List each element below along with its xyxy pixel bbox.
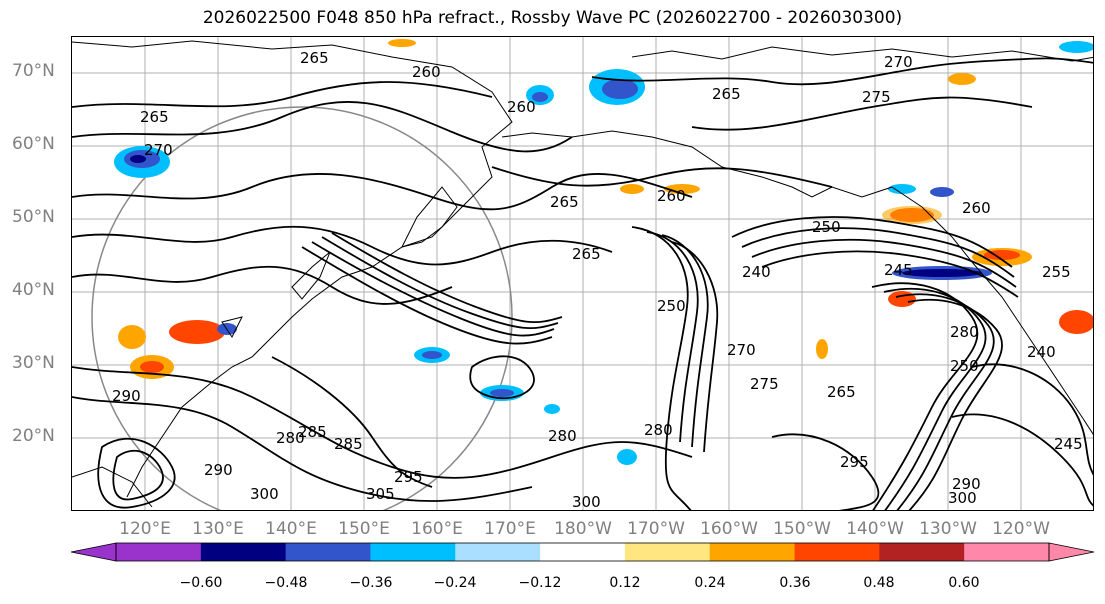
contour-label: 280 (276, 429, 305, 447)
colorbar-tick-label: −0.48 (264, 575, 308, 591)
lon-label-150e: 150°E (338, 519, 390, 539)
contour-label: 245 (1054, 435, 1083, 453)
lat-label-70n: 70°N (12, 61, 55, 81)
lon-label-170e: 170°E (484, 519, 536, 539)
contour-label: 265 (300, 49, 329, 67)
contour-label: 275 (750, 375, 779, 393)
contour-label: 270 (884, 53, 913, 71)
contour-label: 265 (140, 108, 169, 126)
colorbar-tick-label: 0.36 (779, 575, 811, 591)
colorbar-tick-label: −0.36 (349, 575, 393, 591)
colorbar-segment (964, 543, 1050, 561)
colorbar (70, 542, 1095, 562)
contour-label: 250 (950, 357, 979, 375)
contour-label: 245 (884, 261, 913, 279)
lat-label-40n: 40°N (12, 280, 55, 300)
colorbar-segment (200, 543, 287, 561)
shaded-anomalies (114, 39, 1093, 465)
contour-label: 270 (144, 141, 173, 159)
contour-label: 265 (712, 85, 741, 103)
colorbar-segment (879, 543, 965, 561)
lat-label-20n: 20°N (12, 426, 55, 446)
colorbar-frame (115, 542, 1050, 562)
contour-label: 290 (952, 475, 981, 493)
colorbar-tick-label: 0.48 (863, 575, 895, 591)
contour-lines (72, 57, 1093, 510)
lat-label-60n: 60°N (12, 134, 55, 154)
contour-label: 280 (644, 421, 673, 439)
contour-label: 270 (727, 341, 756, 359)
colorbar-tick-label: 0.24 (694, 575, 726, 591)
lon-label-120w: 120°W (992, 519, 1050, 539)
map-canvas: 265 260 270 265 265 260 270 275 265 260 … (72, 37, 1093, 511)
colorbar-segment (455, 543, 541, 561)
colorbar-segment (624, 543, 711, 561)
contour-label: 305 (366, 485, 395, 503)
lon-label-160w: 160°W (700, 519, 758, 539)
contour-label: 280 (548, 427, 577, 445)
contour-label: 265 (827, 383, 856, 401)
map-panel: 265 260 270 265 265 260 270 275 265 260 … (71, 36, 1094, 511)
lon-label-130e: 130°E (192, 519, 244, 539)
contour-label: 290 (204, 461, 233, 479)
colorbar-segment (540, 543, 626, 561)
lon-label-140e: 140°E (265, 519, 317, 539)
lat-label-30n: 30°N (12, 353, 55, 373)
colorbar-segment (794, 543, 880, 561)
lon-label-140w: 140°W (846, 519, 904, 539)
contour-label: 250 (657, 297, 686, 315)
contour-label: 260 (962, 199, 991, 217)
lon-label-160e: 160°E (411, 519, 463, 539)
contour-label: 300 (948, 489, 977, 507)
contour-label: 260 (412, 63, 441, 81)
contour-label: 265 (572, 245, 601, 263)
contour-label: 250 (812, 218, 841, 236)
lon-label-150w: 150°W (773, 519, 831, 539)
contour-label: 295 (394, 468, 423, 486)
colorbar-segment (709, 543, 796, 561)
contour-label: 290 (112, 387, 141, 405)
colorbar-max-extension (1048, 542, 1095, 562)
colorbar-tick-label: −0.60 (179, 575, 223, 591)
reference-circle (91, 106, 513, 510)
colorbar-tick-label: 0.60 (948, 575, 980, 591)
lat-label-50n: 50°N (12, 207, 55, 227)
contour-label: 285 (298, 423, 327, 441)
coastlines (72, 40, 1093, 508)
figure-title: 2026022500 F048 850 hPa refract., Rossby… (202, 8, 903, 28)
colorbar-tick-label: −0.24 (433, 575, 477, 591)
colorbar-segment (285, 543, 371, 561)
colorbar-segment (116, 543, 202, 561)
colorbar-segment (370, 543, 456, 561)
contour-label: 295 (840, 453, 869, 471)
lon-label-130w: 130°W (919, 519, 977, 539)
colorbar-tick-label: −0.12 (518, 575, 562, 591)
contour-label: 240 (742, 263, 771, 281)
colorbar-min-extension (70, 542, 117, 562)
contour-label: 260 (507, 98, 536, 116)
colorbar-tick-label: 0.12 (609, 575, 641, 591)
contour-label: 300 (250, 485, 279, 503)
lon-label-170w: 170°W (627, 519, 685, 539)
lon-label-120e: 120°E (119, 519, 171, 539)
contour-label: 280 (950, 323, 979, 341)
contour-label: 265 (550, 193, 579, 211)
contour-label: 285 (334, 435, 363, 453)
lon-label-180w: 180°W (554, 519, 612, 539)
contour-label: 300 (572, 493, 601, 511)
contour-label: 240 (1027, 343, 1056, 361)
contour-label: 260 (657, 187, 686, 205)
colorbar-segments (116, 543, 1050, 561)
contour-label: 275 (862, 88, 891, 106)
contour-label: 255 (1042, 263, 1071, 281)
contour-label-group: 265 260 270 265 265 260 270 275 265 260 … (112, 49, 1083, 511)
